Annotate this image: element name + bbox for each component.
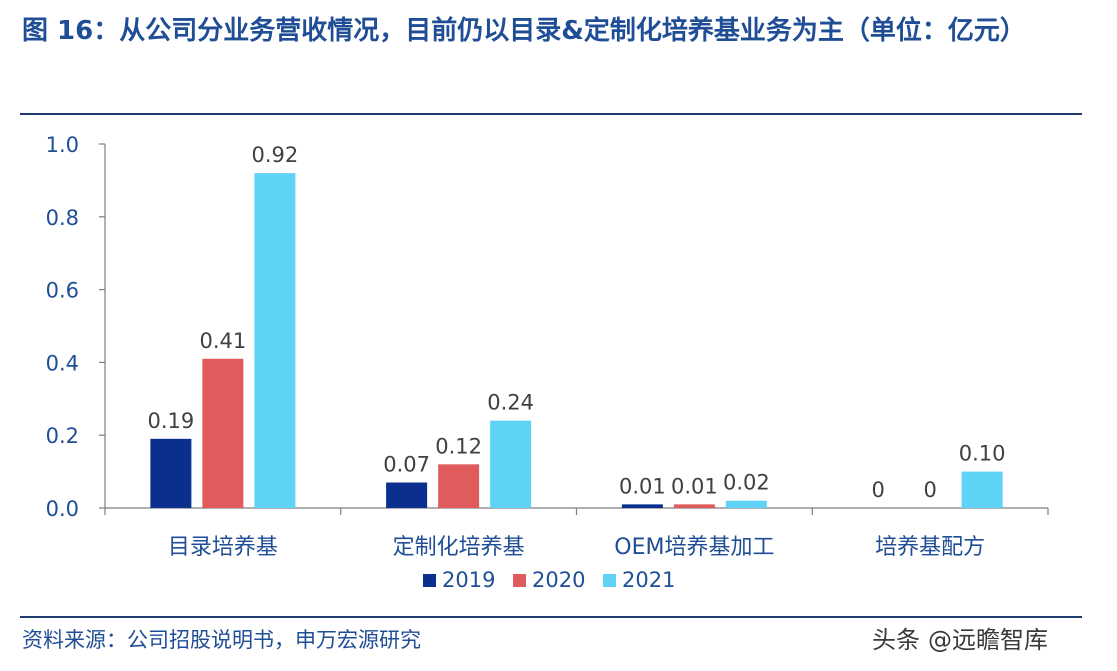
- bar-chart: 0.0 0.2 0.4 0.6 0.8 1.0 目录培养基 定制化培养基 OEM培养基加工 培养…: [46, 133, 1049, 592]
- footer-divider: [20, 616, 1082, 618]
- legend-swatch-2021: [603, 574, 616, 587]
- data-label: 0.41: [199, 329, 246, 353]
- data-labels: 0.190.410.920.070.120.240.01 0.01 0.02 0 00.…: [147, 143, 1005, 502]
- legend: 2019 2020 2021: [423, 568, 675, 592]
- source-note: 资料来源：公司招股说明书，申万宏源研究: [22, 628, 421, 652]
- data-label: 0: [871, 478, 884, 502]
- y-tick-label: 1.0: [46, 133, 79, 157]
- y-tick-label: 0.6: [46, 279, 79, 303]
- data-label: 0: [923, 478, 936, 502]
- watermark-handle: @远瞻智库: [928, 626, 1048, 654]
- y-tick-label: 0.8: [46, 206, 79, 230]
- y-tick-label: 0.4: [46, 351, 79, 375]
- data-label: 0.10: [959, 442, 1006, 466]
- watermark: 头条 @远瞻智库: [872, 620, 1048, 660]
- x-category-label: 培养基配方: [875, 535, 985, 560]
- x-category-label: 目录培养基: [168, 535, 278, 560]
- watermark-brand: 头条: [872, 626, 920, 654]
- data-label: 0.02: [723, 471, 770, 495]
- legend-swatch-2020: [513, 574, 526, 587]
- legend-label-2021: 2021: [622, 568, 675, 592]
- legend-swatch-2019: [423, 574, 436, 587]
- data-label: 0.19: [147, 409, 194, 433]
- bar-2019: [621, 504, 663, 508]
- bar-2019: [386, 482, 428, 508]
- x-category-label: 定制化培养基: [393, 535, 525, 560]
- bar-2021: [254, 173, 296, 508]
- bar-series: [150, 173, 1003, 508]
- data-label: 0.01: [619, 474, 666, 498]
- bar-2020: [438, 464, 480, 508]
- title-divider: [20, 113, 1082, 115]
- data-label: 0.12: [435, 434, 482, 458]
- data-label: 0.07: [383, 453, 430, 477]
- data-label: 0.24: [487, 391, 534, 415]
- data-label: 0.01: [671, 474, 718, 498]
- y-tick-label: 0.2: [46, 424, 79, 448]
- legend-label-2019: 2019: [442, 568, 495, 592]
- bar-2020: [673, 504, 715, 508]
- x-category-label: OEM培养基加工: [614, 535, 774, 560]
- bar-2019: [150, 438, 192, 508]
- legend-label-2020: 2020: [532, 568, 585, 592]
- data-label: 0.92: [251, 143, 298, 167]
- bar-2021: [961, 471, 1003, 508]
- y-axis: 0.0 0.2 0.4 0.6 0.8 1.0: [46, 133, 106, 521]
- x-axis: 目录培养基 定制化培养基 OEM培养基加工 培养基配方: [104, 507, 1049, 560]
- y-tick-label: 0.0: [46, 497, 79, 521]
- chart-title: 图 16：从公司分业务营收情况，目前仍以目录&定制化培养基业务为主（单位：亿元）: [22, 16, 1026, 46]
- bar-2021: [490, 420, 532, 508]
- bar-2020: [202, 358, 244, 508]
- bar-2021: [725, 500, 767, 508]
